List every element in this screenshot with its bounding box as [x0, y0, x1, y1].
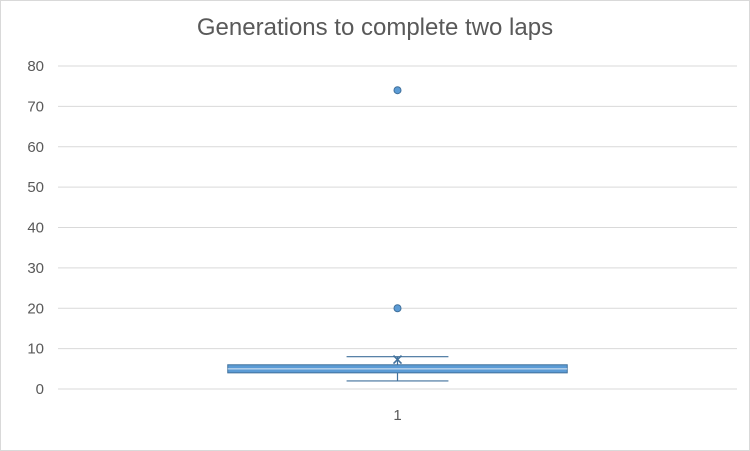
outlier-point-20: [393, 304, 402, 313]
x-tick-label-1: 1: [393, 407, 401, 424]
y-tick-label-70: 70: [27, 98, 44, 115]
outlier-point-74: [393, 86, 402, 95]
y-tick-label-0: 0: [36, 381, 44, 398]
y-axis-tick-labels: 0 10 20 30 40 50 60 70 80: [27, 58, 44, 398]
y-tick-label-50: 50: [27, 179, 44, 196]
y-tick-label-30: 30: [27, 260, 44, 277]
y-tick-label-10: 10: [27, 341, 44, 358]
mean-marker: [392, 354, 403, 365]
y-tick-label-20: 20: [27, 300, 44, 317]
chart-title: Generations to complete two laps: [196, 14, 554, 41]
box-plot-series: [227, 86, 568, 382]
y-tick-label-40: 40: [27, 220, 44, 237]
gridlines: [58, 65, 737, 390]
x-axis-tick-labels: 1: [393, 407, 401, 424]
y-tick-label-60: 60: [27, 139, 44, 156]
y-tick-label-80: 80: [27, 58, 44, 75]
